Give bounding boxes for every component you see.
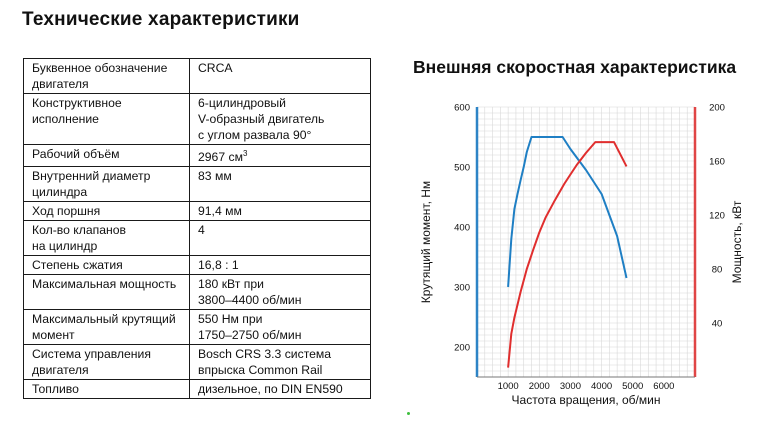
spec-value: 4: [189, 220, 371, 257]
y-left-axis-label: Крутящий момент, Нм: [419, 181, 433, 303]
table-row: Рабочий объём 2967 см3: [23, 143, 371, 168]
specs-table: Буквенное обозначение двигателя CRCA Конст…: [23, 58, 371, 400]
spec-label: Внутренний диаметр цилиндра: [23, 166, 190, 203]
spec-value-text: 2967 см: [198, 150, 243, 165]
page-title: Технические характеристики: [22, 9, 300, 30]
spec-value: дизельное, по DIN EN590: [189, 379, 371, 400]
spec-value-text: дизельное, по DIN EN590: [198, 382, 343, 397]
spec-value: 550 Нм при 1750–2750 об/мин: [189, 309, 371, 346]
spec-label: Степень сжатия: [23, 255, 190, 276]
y-right-tick-label: 80: [712, 265, 723, 276]
specs-table-body: Буквенное обозначение двигателя CRCA Конст…: [23, 58, 371, 400]
spec-value: 180 кВт при 3800–4400 об/мин: [189, 274, 371, 311]
spec-label: Кол-во клапанов на цилиндр: [23, 220, 190, 257]
spec-value-text: 180 кВт при 3800–4400 об/мин: [198, 277, 302, 308]
table-row: Ход поршня 91,4 мм: [23, 201, 371, 222]
speed-characteristic-chart: 200 300 400 500 600 40 80 120 160 200 1000 2000 3000…: [419, 103, 744, 408]
table-row: Буквенное обозначение двигателя CRCA: [23, 58, 371, 94]
table-row: Кол-во клапанов на цилиндр 4: [23, 220, 371, 257]
y-left-tick-label: 600: [454, 103, 470, 114]
x-tick-label: 6000: [653, 381, 674, 392]
spec-value-text: 550 Нм при 1750–2750 об/мин: [198, 312, 302, 343]
spec-value-text: 4: [198, 223, 205, 238]
spec-value: 91,4 мм: [189, 201, 371, 222]
spec-label: Максимальный крутящий момент: [23, 309, 190, 346]
y-right-tick-label: 200: [709, 103, 725, 114]
x-tick-label: 1000: [498, 381, 519, 392]
y-left-tick-label: 400: [454, 223, 470, 234]
spec-value: 83 мм: [189, 166, 371, 203]
spec-value: Bosch CRS 3.3 система впрыска Common Rai…: [189, 344, 371, 381]
x-axis-label: Частота вращения, об/мин: [512, 393, 661, 407]
table-row: Система управления двигателя Bosch CRS 3.…: [23, 344, 371, 381]
green-dot-marker: [407, 412, 410, 415]
x-tick-label: 4000: [591, 381, 612, 392]
y-left-tick-label: 500: [454, 163, 470, 174]
spec-label: Ход поршня: [23, 201, 190, 222]
spec-value: 16,8 : 1: [189, 255, 371, 276]
spec-label: Буквенное обозначение двигателя: [23, 58, 190, 94]
table-row: Внутренний диаметр цилиндра 83 мм: [23, 166, 371, 203]
spec-value-text: 83 мм: [198, 169, 232, 184]
spec-value-text: CRCA: [198, 61, 233, 75]
table-row: Степень сжатия 16,8 : 1: [23, 255, 371, 276]
power-curve-line: [507, 141, 628, 368]
y-right-tick-label: 120: [709, 211, 725, 222]
y-right-tick-label: 160: [709, 157, 725, 168]
spec-label: Топливо: [23, 379, 190, 400]
y-right-axis-label: Мощность, кВт: [730, 200, 744, 283]
spec-value-text: Bosch CRS 3.3 система впрыска Common Rai…: [198, 347, 332, 378]
torque-curve-line: [507, 136, 628, 288]
y-right-tick-label: 40: [712, 319, 723, 330]
spec-value: 2967 см3: [189, 143, 371, 168]
x-tick-label: 3000: [560, 381, 581, 392]
table-row: Конструктивное исполнение 6-цилиндровый V…: [23, 93, 371, 145]
y-left-tick-label: 200: [454, 343, 470, 354]
spec-value: 6-цилиндровый V-образный двигатель с угл…: [189, 93, 371, 145]
table-row: Топливо дизельное, по DIN EN590: [23, 379, 371, 400]
spec-value: CRCA: [189, 58, 371, 94]
spec-label: Система управления двигателя: [23, 344, 190, 381]
x-tick-label: 5000: [622, 381, 643, 392]
spec-value-text: 6-цилиндровый V-образный двигатель с угл…: [198, 96, 325, 142]
spec-label: Конструктивное исполнение: [23, 93, 190, 145]
spec-label: Максимальная мощность: [23, 274, 190, 311]
spec-value-text: 16,8 : 1: [198, 258, 239, 273]
x-tick-label: 2000: [529, 381, 550, 392]
y-left-tick-label: 300: [454, 283, 470, 294]
spec-value-superscript: 3: [242, 149, 248, 158]
spec-label: Рабочий объём: [23, 143, 190, 168]
table-row: Максимальный крутящий момент 550 Нм при 1…: [23, 309, 371, 346]
spec-value-text: 91,4 мм: [198, 204, 242, 219]
chart-title: Внешняя скоростная характеристика: [413, 57, 737, 77]
table-row: Максимальная мощность 180 кВт при 3800–44…: [23, 274, 371, 311]
